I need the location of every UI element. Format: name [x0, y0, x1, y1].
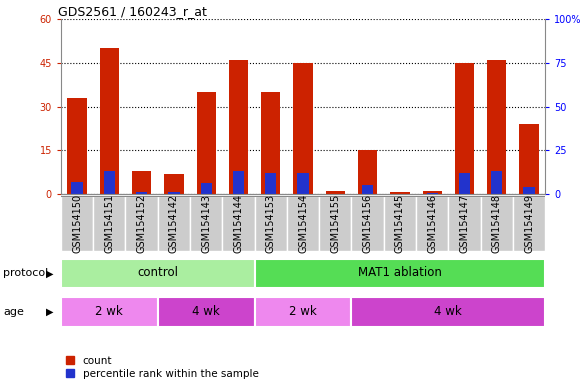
Bar	[325, 191, 345, 194]
Bar	[261, 92, 281, 194]
Bar	[67, 98, 87, 194]
Text: 2 wk: 2 wk	[289, 305, 317, 318]
Bar	[233, 171, 244, 194]
Bar	[358, 150, 378, 194]
Text: 4 wk: 4 wk	[434, 305, 462, 318]
FancyBboxPatch shape	[319, 196, 351, 251]
Bar	[491, 171, 502, 194]
Bar	[265, 173, 277, 194]
Bar	[293, 63, 313, 194]
Text: GSM154143: GSM154143	[201, 194, 211, 253]
FancyBboxPatch shape	[158, 297, 255, 327]
Text: GDS2561 / 160243_r_at: GDS2561 / 160243_r_at	[59, 5, 208, 18]
Text: GSM154153: GSM154153	[266, 194, 275, 253]
Text: GSM154148: GSM154148	[492, 194, 502, 253]
Bar	[459, 173, 470, 194]
Bar	[487, 60, 506, 194]
Text: 4 wk: 4 wk	[193, 305, 220, 318]
FancyBboxPatch shape	[255, 259, 545, 288]
FancyBboxPatch shape	[158, 196, 190, 251]
Bar	[390, 192, 409, 194]
FancyBboxPatch shape	[222, 196, 255, 251]
Bar	[164, 174, 184, 194]
Bar	[197, 92, 216, 194]
Text: GSM154149: GSM154149	[524, 194, 534, 253]
Text: GSM154146: GSM154146	[427, 194, 437, 253]
Text: protocol: protocol	[3, 268, 48, 278]
FancyBboxPatch shape	[481, 196, 513, 251]
Bar	[201, 184, 212, 194]
Bar	[422, 191, 442, 194]
Text: GSM154147: GSM154147	[459, 194, 469, 253]
FancyBboxPatch shape	[513, 196, 545, 251]
Bar	[136, 192, 147, 194]
FancyBboxPatch shape	[351, 297, 545, 327]
Text: GSM154145: GSM154145	[395, 194, 405, 253]
Bar	[104, 171, 115, 194]
Text: GSM154142: GSM154142	[169, 194, 179, 253]
Bar	[523, 187, 535, 194]
FancyBboxPatch shape	[287, 196, 319, 251]
Bar	[298, 173, 309, 194]
FancyBboxPatch shape	[448, 196, 481, 251]
Text: GSM154156: GSM154156	[362, 194, 372, 253]
Text: control: control	[137, 266, 178, 280]
Text: GSM154155: GSM154155	[331, 194, 340, 253]
FancyBboxPatch shape	[190, 196, 222, 251]
Text: MAT1 ablation: MAT1 ablation	[358, 266, 442, 280]
Text: age: age	[3, 307, 24, 317]
FancyBboxPatch shape	[255, 196, 287, 251]
Bar	[519, 124, 539, 194]
Text: GSM154152: GSM154152	[137, 194, 147, 253]
Text: ▶: ▶	[46, 307, 53, 317]
Bar	[168, 192, 180, 194]
Text: GSM154150: GSM154150	[72, 194, 82, 253]
Legend: count, percentile rank within the sample: count, percentile rank within the sample	[66, 356, 259, 379]
Text: GSM154151: GSM154151	[104, 194, 114, 253]
Text: GSM154154: GSM154154	[298, 194, 308, 253]
FancyBboxPatch shape	[351, 196, 384, 251]
Bar	[100, 48, 119, 194]
FancyBboxPatch shape	[93, 196, 125, 251]
FancyBboxPatch shape	[255, 297, 351, 327]
Bar	[455, 63, 474, 194]
Bar	[71, 182, 83, 194]
Bar	[229, 60, 248, 194]
FancyBboxPatch shape	[125, 196, 158, 251]
Bar	[362, 185, 374, 194]
Bar	[426, 193, 438, 194]
Text: 2 wk: 2 wk	[96, 305, 123, 318]
FancyBboxPatch shape	[61, 297, 158, 327]
Bar	[132, 170, 151, 194]
FancyBboxPatch shape	[416, 196, 448, 251]
FancyBboxPatch shape	[61, 259, 255, 288]
FancyBboxPatch shape	[384, 196, 416, 251]
FancyBboxPatch shape	[61, 196, 93, 251]
Text: GSM154144: GSM154144	[234, 194, 244, 253]
Text: ▶: ▶	[46, 268, 53, 278]
